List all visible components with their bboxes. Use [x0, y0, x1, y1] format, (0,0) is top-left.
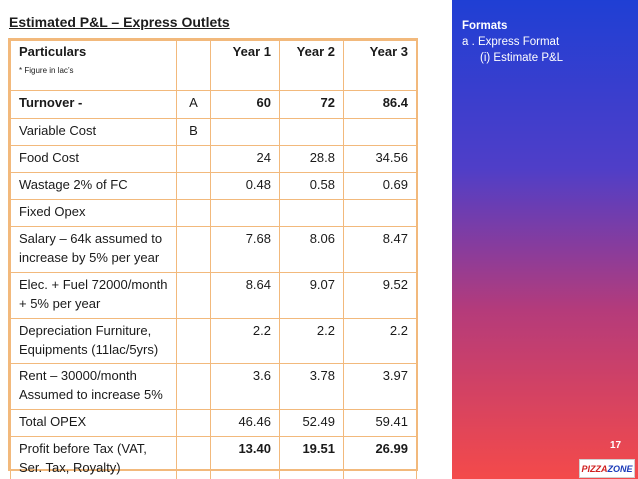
- row-year1-value: 7.68: [210, 226, 280, 273]
- row-year2-value: 9.07: [279, 272, 344, 319]
- row-label: Total OPEX: [10, 409, 177, 437]
- row-year2-value: 28.8: [279, 145, 344, 173]
- page-title: Estimated P&L – Express Outlets: [9, 14, 230, 30]
- row-label: Depreciation Furniture, Equipments (11la…: [10, 318, 177, 364]
- row-label: Variable Cost: [10, 118, 177, 146]
- table-row: Elec. + Fuel 72000/month + 5% per year 8.…: [10, 272, 417, 319]
- header-mark: [176, 40, 211, 91]
- row-year3-value: 34.56: [343, 145, 417, 173]
- slide-number: 17: [610, 440, 622, 451]
- table-row: Fixed Opex: [10, 199, 417, 227]
- row-year2-value: 8.06: [279, 226, 344, 273]
- row-year3-value: 26.99: [343, 436, 417, 479]
- row-label: Salary – 64k assumed to increase by 5% p…: [10, 226, 177, 273]
- row-year1-value: 3.6: [210, 363, 280, 410]
- side-line-2: (i) Estimate P&L: [480, 52, 564, 64]
- figure-note: * Figure in lac’s: [19, 66, 74, 75]
- table-row: Wastage 2% of FC 0.48 0.58 0.69: [10, 172, 417, 200]
- row-year2-value: 3.78: [279, 363, 344, 410]
- table-row: Depreciation Furniture, Equipments (11la…: [10, 318, 417, 364]
- row-year3-value: 2.2: [343, 318, 417, 364]
- row-year2-value: 0.58: [279, 172, 344, 200]
- table-header-row: Particulars * Figure in lac’s Year 1 Yea…: [10, 40, 417, 91]
- row-label: Turnover -: [10, 90, 177, 119]
- row-year2-value: [279, 118, 344, 146]
- row-year1-value: 60: [210, 90, 280, 119]
- row-year2-value: [279, 199, 344, 227]
- row-mark: [176, 226, 211, 273]
- row-mark: [176, 409, 211, 437]
- logo-part-2: ZONE: [607, 463, 633, 474]
- pizza-zone-logo: PIZZA ZONE: [579, 459, 635, 478]
- row-label: Wastage 2% of FC: [10, 172, 177, 200]
- side-line-1: a . Express Format: [462, 36, 560, 48]
- row-year2-value: 19.51: [279, 436, 344, 479]
- row-label: Food Cost: [10, 145, 177, 173]
- row-mark: [176, 272, 211, 319]
- pl-table-body: Particulars * Figure in lac’s Year 1 Yea…: [10, 40, 417, 479]
- table-row: Variable Cost B: [10, 118, 417, 146]
- header-particulars: Particulars * Figure in lac’s: [10, 40, 177, 91]
- row-year3-value: 86.4: [343, 90, 417, 119]
- row-year3-value: [343, 199, 417, 227]
- header-year3: Year 3: [343, 40, 417, 91]
- row-mark: [176, 145, 211, 173]
- row-mark: [176, 318, 211, 364]
- row-year1-value: 13.40: [210, 436, 280, 479]
- header-year2: Year 2: [279, 40, 344, 91]
- table-row: Rent – 30000/month Assumed to increase 5…: [10, 363, 417, 410]
- row-year3-value: 8.47: [343, 226, 417, 273]
- row-year1-value: 0.48: [210, 172, 280, 200]
- row-label: Fixed Opex: [10, 199, 177, 227]
- row-label: Elec. + Fuel 72000/month + 5% per year: [10, 272, 177, 319]
- row-mark: A: [176, 90, 211, 119]
- row-label: Rent – 30000/month Assumed to increase 5…: [10, 363, 177, 410]
- row-year3-value: 9.52: [343, 272, 417, 319]
- row-year3-value: [343, 118, 417, 146]
- row-year2-value: 72: [279, 90, 344, 119]
- row-year1-value: 2.2: [210, 318, 280, 364]
- row-year1-value: 46.46: [210, 409, 280, 437]
- row-mark: [176, 172, 211, 200]
- header-year1: Year 1: [210, 40, 280, 91]
- table-row: Salary – 64k assumed to increase by 5% p…: [10, 226, 417, 273]
- row-mark: B: [176, 118, 211, 146]
- row-year1-value: [210, 199, 280, 227]
- logo-part-1: PIZZA: [581, 463, 608, 474]
- row-year1-value: [210, 118, 280, 146]
- side-heading: Formats: [462, 20, 508, 32]
- table-row: Food Cost 24 28.8 34.56: [10, 145, 417, 173]
- pl-table-frame: Particulars * Figure in lac’s Year 1 Yea…: [8, 38, 418, 479]
- content-panel: Estimated P&L – Express Outlets Particul…: [8, 14, 418, 479]
- table-row: Turnover - A 60 72 86.4: [10, 90, 417, 119]
- row-mark: [176, 199, 211, 227]
- row-year3-value: 0.69: [343, 172, 417, 200]
- side-notes: Formats a . Express Format (i) Estimate …: [462, 18, 563, 66]
- header-particulars-label: Particulars: [19, 44, 87, 59]
- row-year1-value: 24: [210, 145, 280, 173]
- table-row: Profit before Tax (VAT, Ser. Tax, Royalt…: [10, 436, 417, 479]
- row-year2-value: 2.2: [279, 318, 344, 364]
- pl-table: Particulars * Figure in lac’s Year 1 Yea…: [10, 40, 417, 479]
- row-year3-value: 59.41: [343, 409, 417, 437]
- row-mark: [176, 436, 211, 479]
- row-year1-value: 8.64: [210, 272, 280, 319]
- row-year3-value: 3.97: [343, 363, 417, 410]
- row-label: Profit before Tax (VAT, Ser. Tax, Royalt…: [10, 436, 177, 479]
- row-year2-value: 52.49: [279, 409, 344, 437]
- row-mark: [176, 363, 211, 410]
- table-row: Total OPEX 46.46 52.49 59.41: [10, 409, 417, 437]
